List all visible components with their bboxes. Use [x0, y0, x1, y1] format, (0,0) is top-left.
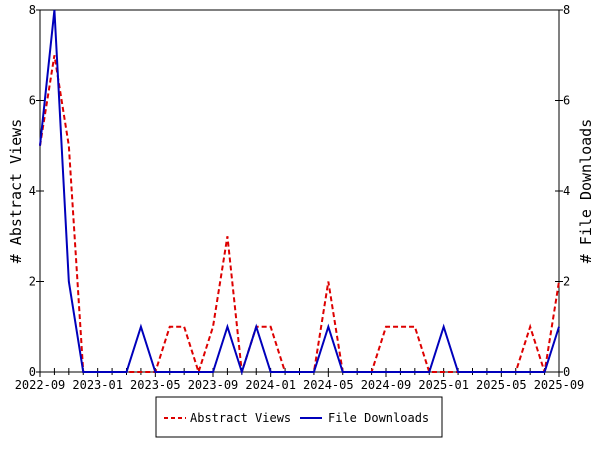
x-tick-label: 2024-09 [361, 378, 412, 392]
y2-tick-label: 0 [563, 365, 570, 379]
plot-frame [39, 9, 560, 373]
y-tick-label: 6 [29, 94, 36, 108]
legend-label-abstract-views: Abstract Views [190, 411, 291, 425]
series-line-abstract-views [39, 55, 560, 376]
legend-label-file-downloads: File Downloads [328, 411, 429, 425]
y2-tick-label: 6 [563, 94, 570, 108]
legend: Abstract Views File Downloads [155, 396, 443, 438]
x-tick-label: 2025-09 [534, 378, 585, 392]
x-tick-label: 2022-09 [15, 378, 66, 392]
y-tick-label: 2 [29, 275, 36, 289]
x-tick-label: 2024-01 [245, 378, 296, 392]
y2-tick-label: 2 [563, 275, 570, 289]
x-tick-label: 2023-09 [188, 378, 239, 392]
y-tick-label: 8 [29, 3, 36, 17]
x-tick-label: 2024-05 [303, 378, 354, 392]
x-tick-label: 2025-01 [418, 378, 469, 392]
x-tick-label: 2023-01 [72, 378, 123, 392]
series-line-file-downloads [39, 9, 560, 376]
legend-box [155, 396, 443, 438]
y-tick-label: 4 [29, 184, 36, 198]
x-tick-label: 2023-05 [130, 378, 181, 392]
y2-tick-label: 8 [563, 3, 570, 17]
y2-tick-label: 4 [563, 184, 570, 198]
y-axis-label: # Abstract Views [7, 119, 25, 264]
x-tick-label: 2025-05 [476, 378, 527, 392]
y2-axis-label: # File Downloads [577, 119, 595, 264]
y-tick-label: 0 [29, 365, 36, 379]
